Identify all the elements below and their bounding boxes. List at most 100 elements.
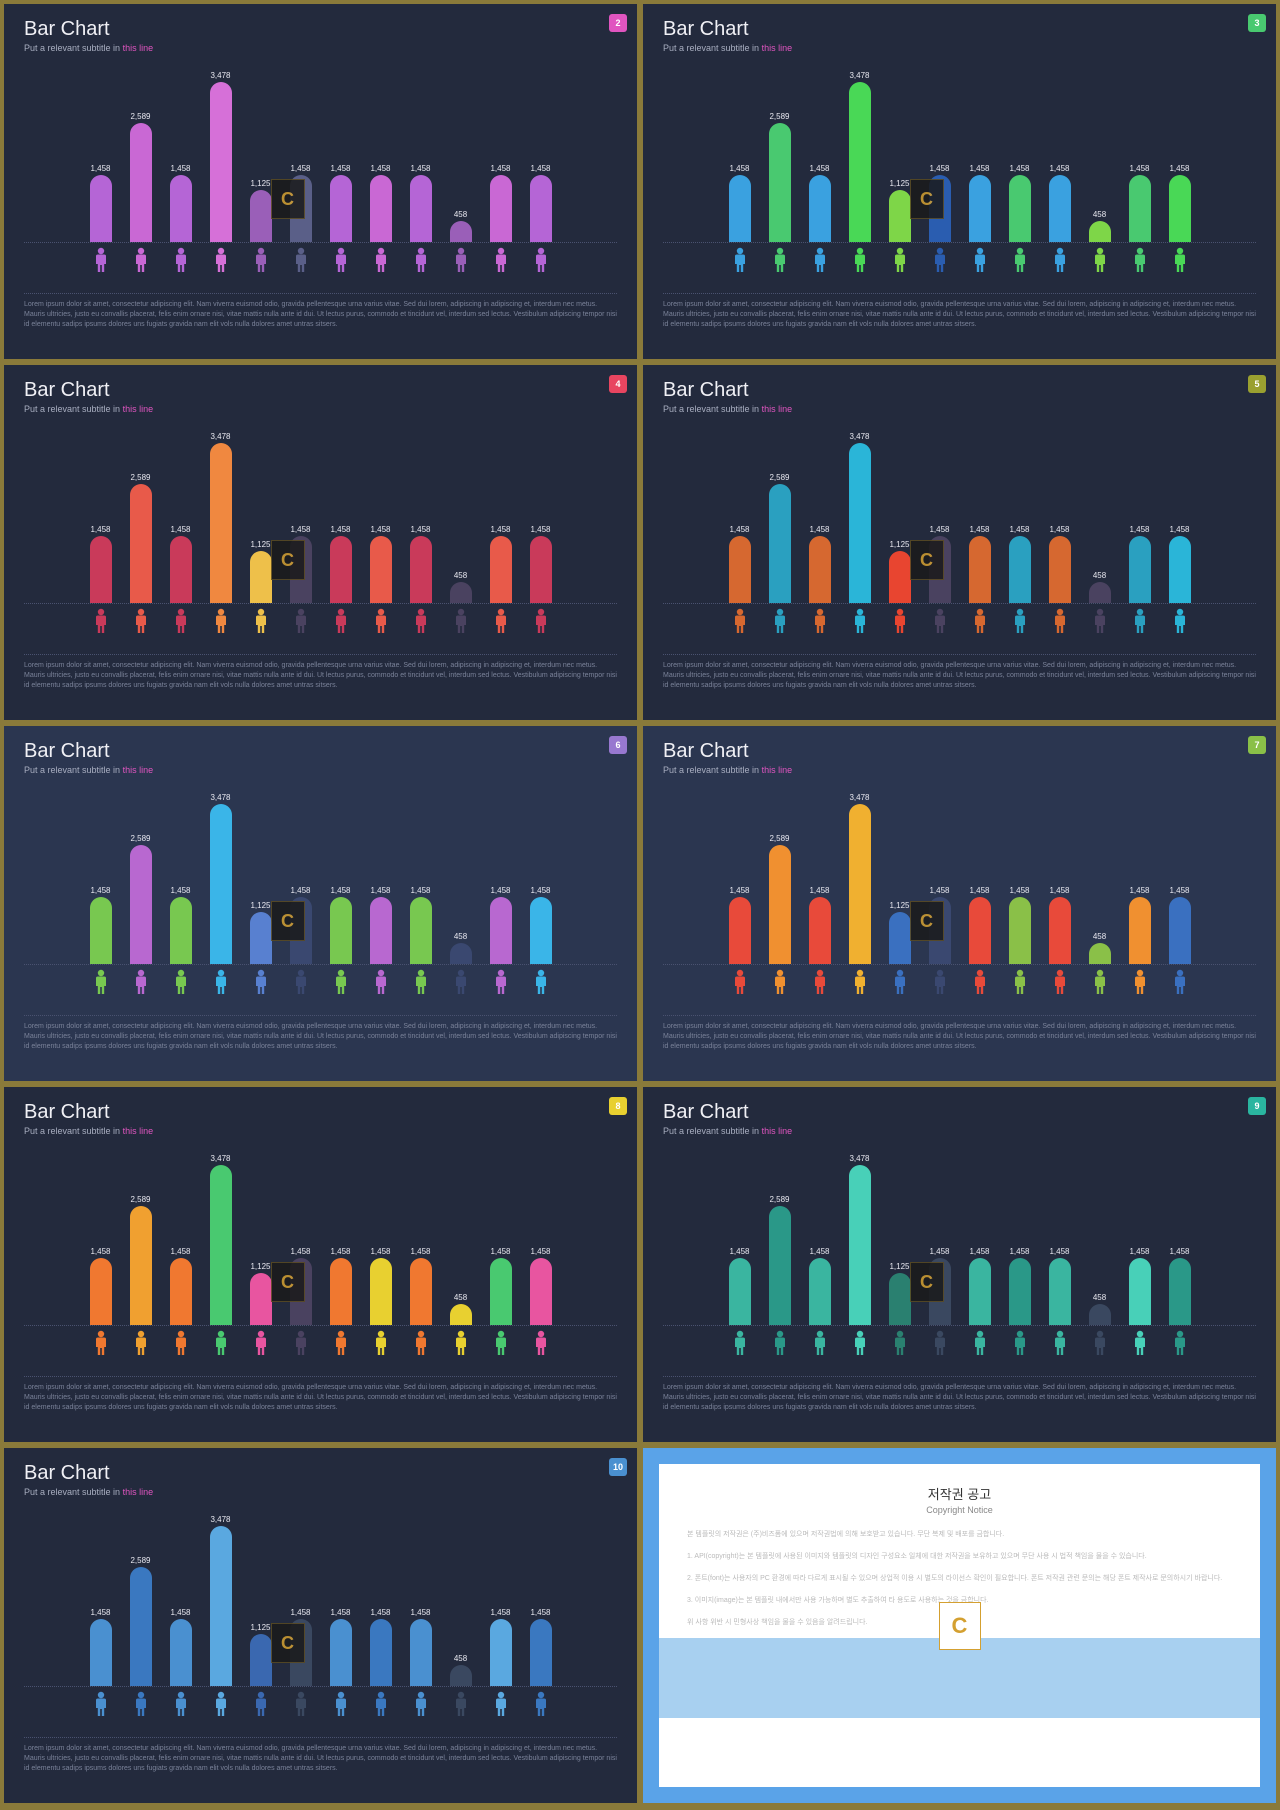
bar-column: 458 (445, 210, 477, 242)
person-icon (85, 969, 117, 995)
bar-value-label: 1,458 (1049, 164, 1069, 173)
bar-value-label: 1,458 (1129, 525, 1149, 534)
bar-value-label: 458 (1093, 1293, 1106, 1302)
slide-number-badge: 7 (1248, 736, 1266, 754)
bar-value-label: 1,458 (170, 525, 190, 534)
description-text: Lorem ipsum dolor sit amet, consectetur … (24, 293, 617, 329)
bar-column: 1,458 (1044, 886, 1076, 964)
person-icon (884, 247, 916, 273)
person-icon (205, 1330, 237, 1356)
bar (170, 536, 192, 603)
bar-value-label: 1,458 (1169, 164, 1189, 173)
person-icon (245, 247, 277, 273)
slide-number-badge: 2 (609, 14, 627, 32)
bar-value-label: 1,458 (330, 886, 350, 895)
slide-number-badge: 8 (609, 1097, 627, 1115)
bar (889, 551, 911, 603)
bar (809, 1258, 831, 1325)
bar-value-label: 1,458 (170, 886, 190, 895)
bar-value-label: 1,458 (729, 886, 749, 895)
bar (1049, 1258, 1071, 1325)
description-text: Lorem ipsum dolor sit amet, consectetur … (24, 1737, 617, 1773)
bar (410, 536, 432, 603)
bar-value-label: 1,458 (490, 525, 510, 534)
bar (170, 1619, 192, 1686)
bar (170, 897, 192, 964)
bar-value-label: 1,125 (889, 901, 909, 910)
bar-column: 2,589 (125, 473, 157, 603)
person-icon (125, 1330, 157, 1356)
bar-column: 3,478 (844, 71, 876, 242)
person-icon (844, 969, 876, 995)
bar (889, 1273, 911, 1325)
bar-column: 1,458 (325, 1247, 357, 1325)
notice-subtitle: Copyright Notice (687, 1505, 1232, 1515)
person-icon (724, 1330, 756, 1356)
bar-column: 1,458 (325, 525, 357, 603)
bar-column: 458 (445, 1293, 477, 1325)
bar-value-label: 2,589 (769, 473, 789, 482)
person-icon (884, 969, 916, 995)
person-icon (85, 247, 117, 273)
bar-column: 1,458 (724, 525, 756, 603)
bar-column: 1,458 (804, 525, 836, 603)
bar (1129, 897, 1151, 964)
person-icon (1004, 1330, 1036, 1356)
bar (1169, 536, 1191, 603)
chart-area: 1,4582,5891,4583,4781,1251,4581,4581,458… (24, 1146, 617, 1366)
bar-column: 1,458 (1004, 525, 1036, 603)
bar (889, 912, 911, 964)
person-icon-row (24, 608, 617, 634)
person-icon (445, 608, 477, 634)
bar-chart: 1,4582,5891,4583,4781,1251,4581,4581,458… (663, 424, 1256, 604)
person-icon (245, 1691, 277, 1717)
person-icon (1044, 969, 1076, 995)
person-icon (1084, 969, 1116, 995)
bar-value-label: 458 (1093, 571, 1106, 580)
bar (490, 1258, 512, 1325)
slide-subtitle: Put a relevant subtitle in this line (663, 43, 1256, 53)
description-text: Lorem ipsum dolor sit amet, consectetur … (24, 1376, 617, 1412)
slide-subtitle: Put a relevant subtitle in this line (663, 1126, 1256, 1136)
bar-value-label: 1,458 (290, 525, 310, 534)
bar (130, 484, 152, 603)
bar-column: 1,458 (405, 1247, 437, 1325)
person-icon (924, 247, 956, 273)
bar-column: 458 (445, 932, 477, 964)
person-icon (804, 247, 836, 273)
notice-panel: 저작권 공고Copyright Notice본 템플릿의 저작권은 (주)비즈폼… (659, 1464, 1260, 1787)
slide-title: Bar Chart (24, 379, 617, 402)
bar (1089, 582, 1111, 603)
bar-column: 1,458 (365, 164, 397, 242)
copyright-notice-slide: 저작권 공고Copyright Notice본 템플릿의 저작권은 (주)비즈폼… (643, 1448, 1276, 1803)
bar (90, 1258, 112, 1325)
bar-value-label: 1,458 (969, 886, 989, 895)
bar (1089, 943, 1111, 964)
person-icon (1124, 1330, 1156, 1356)
bar-value-label: 1,458 (1049, 886, 1069, 895)
person-icon (205, 1691, 237, 1717)
bar-column: 1,458 (365, 1247, 397, 1325)
bar-value-label: 2,589 (130, 1195, 150, 1204)
bar-column: 1,458 (525, 1608, 557, 1686)
bar-column: 1,458 (485, 886, 517, 964)
bar (530, 1258, 552, 1325)
bar-column: 1,458 (1004, 164, 1036, 242)
bar-column: 1,458 (724, 164, 756, 242)
bar-value-label: 1,458 (809, 525, 829, 534)
bar-column: 1,458 (85, 1247, 117, 1325)
person-icon (804, 969, 836, 995)
bar-column: 1,458 (485, 1608, 517, 1686)
bar-column: 3,478 (205, 793, 237, 964)
person-icon (1084, 247, 1116, 273)
person-icon-row (24, 1691, 617, 1717)
bar-value-label: 458 (454, 1293, 467, 1302)
person-icon (525, 969, 557, 995)
person-icon (285, 1330, 317, 1356)
person-icon (1124, 247, 1156, 273)
bar (769, 123, 791, 242)
notice-footer-band (659, 1638, 1260, 1718)
bar-value-label: 1,458 (530, 886, 550, 895)
person-icon (165, 247, 197, 273)
bar-chart: 1,4582,5891,4583,4781,1251,4581,4581,458… (24, 1507, 617, 1687)
